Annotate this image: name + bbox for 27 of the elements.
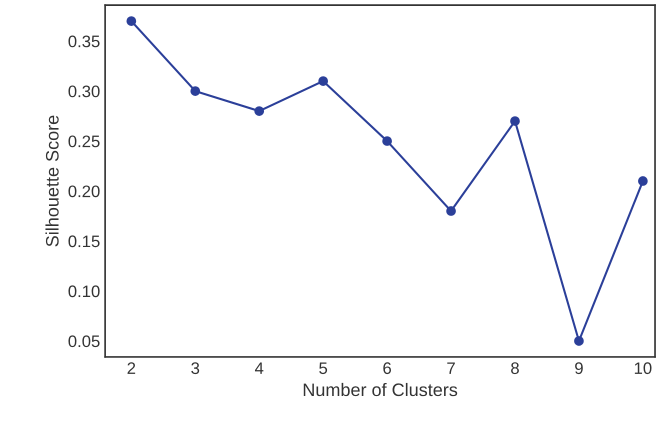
y-axis-title: Silhouette Score bbox=[45, 116, 59, 246]
x-tick-label: 10 bbox=[634, 362, 652, 374]
y-tick-label: 0.35 bbox=[68, 36, 100, 48]
point bbox=[638, 176, 648, 186]
x-tick-label: 4 bbox=[254, 362, 264, 374]
y-tick-label: 0.05 bbox=[68, 335, 100, 348]
x-tick-label: 9 bbox=[575, 362, 583, 374]
x-tick-label: 5 bbox=[319, 362, 328, 374]
y-tick-label: 0.15 bbox=[68, 235, 100, 248]
point bbox=[510, 116, 520, 126]
y-tick-label: 0.20 bbox=[68, 185, 100, 198]
point bbox=[126, 16, 136, 26]
y-tick-label: 0.30 bbox=[68, 85, 100, 98]
x-tick-label: 7 bbox=[447, 362, 455, 374]
y-tick-label: 0.10 bbox=[68, 285, 100, 298]
point bbox=[446, 206, 456, 216]
point bbox=[574, 336, 584, 346]
x-tick-label: 6 bbox=[383, 362, 392, 374]
x-axis-title: Number of Clusters bbox=[304, 382, 458, 396]
point bbox=[254, 106, 264, 116]
x-tick-label: 2 bbox=[128, 362, 136, 374]
point bbox=[190, 86, 200, 96]
x-tick-label: 8 bbox=[511, 362, 519, 374]
y-tick-label: 0.25 bbox=[68, 135, 100, 148]
x-tick-label: 3 bbox=[191, 362, 200, 374]
point bbox=[318, 76, 328, 86]
point bbox=[382, 136, 392, 146]
